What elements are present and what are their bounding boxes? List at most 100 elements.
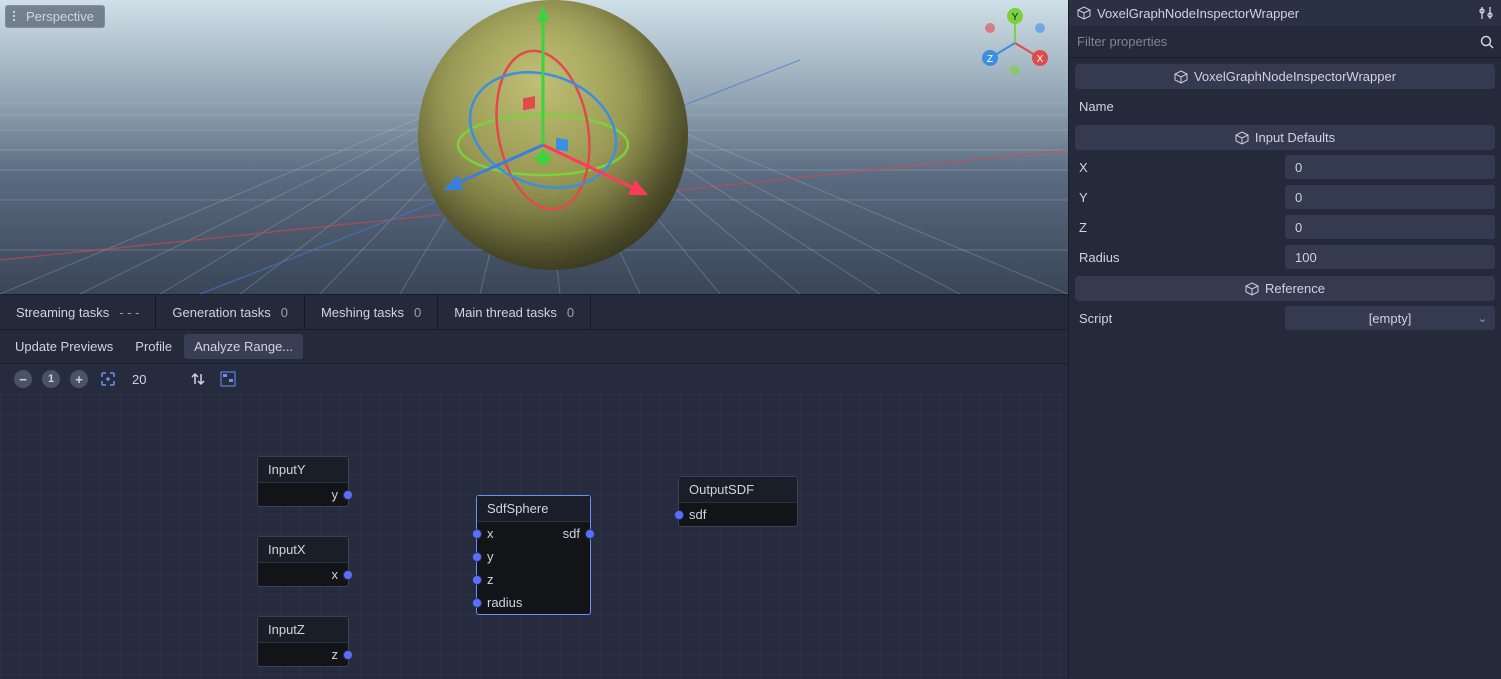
profile-button[interactable]: Profile (125, 334, 182, 359)
prop-script: Script [empty] ⌄ (1075, 305, 1495, 331)
inspector-panel: VoxelGraphNodeInspectorWrapper VoxelGrap… (1068, 0, 1501, 679)
port-label: x (332, 567, 339, 582)
node-input-row: radius (477, 591, 590, 614)
search-icon[interactable] (1479, 34, 1495, 50)
update-previews-button[interactable]: Update Previews (5, 334, 123, 359)
status-value: 0 (567, 305, 574, 320)
status-main-thread: Main thread tasks 0 (438, 295, 591, 329)
prop-radius: Radius 100 (1075, 244, 1495, 270)
script-dropdown[interactable]: [empty] ⌄ (1285, 306, 1495, 330)
zoom-in-icon[interactable]: + (70, 370, 88, 388)
prop-label: Script (1075, 311, 1285, 326)
port-label: radius (487, 595, 522, 610)
minimap-icon[interactable] (218, 369, 238, 389)
status-value: 0 (281, 305, 288, 320)
port-label: sdf (689, 507, 706, 522)
sort-icon[interactable] (188, 369, 208, 389)
object-icon (1235, 131, 1249, 145)
viewport-sphere (418, 0, 688, 270)
prop-value[interactable]: 0 (1285, 185, 1495, 209)
node-input-z[interactable]: InputZ z (257, 616, 349, 667)
status-value: 0 (414, 305, 421, 320)
object-icon (1245, 282, 1259, 296)
output-port[interactable] (343, 570, 353, 580)
graph-canvas[interactable]: InputY y InputX x InputZ z SdfSphere (0, 394, 1068, 679)
inspector-header: VoxelGraphNodeInspectorWrapper (1069, 0, 1501, 26)
node-input-row: z (477, 568, 590, 591)
prop-label: Name (1075, 99, 1285, 114)
node-title: InputZ (258, 617, 348, 643)
status-label: Meshing tasks (321, 305, 404, 320)
prop-value[interactable]: 100 (1285, 245, 1495, 269)
prop-name: Name (1075, 93, 1495, 119)
node-title: InputX (258, 537, 348, 563)
input-port[interactable] (472, 552, 482, 562)
node-title: SdfSphere (477, 496, 590, 522)
zoom-value: 20 (128, 372, 150, 387)
node-output-row: y (258, 483, 348, 506)
prop-y: Y 0 (1075, 184, 1495, 210)
class-name: VoxelGraphNodeInspectorWrapper (1194, 69, 1396, 84)
chevron-down-icon: ⌄ (1478, 312, 1487, 325)
port-label: y (332, 487, 339, 502)
node-output-sdf[interactable]: OutputSDF sdf (678, 476, 798, 527)
port-label: sdf (563, 526, 580, 541)
prop-label: Y (1075, 190, 1285, 205)
section-input-defaults[interactable]: Input Defaults (1075, 125, 1495, 150)
output-port[interactable] (343, 490, 353, 500)
graph-wires (0, 394, 300, 544)
view-mode-button[interactable]: Perspective (5, 5, 105, 28)
node-io-row: x sdf (477, 522, 590, 545)
viewport-3d[interactable]: Perspective X Y Z (0, 0, 1068, 294)
prop-label: Radius (1075, 250, 1285, 265)
input-port[interactable] (472, 598, 482, 608)
section-reference[interactable]: Reference (1075, 276, 1495, 301)
filter-row (1069, 26, 1501, 58)
status-label: Generation tasks (172, 305, 270, 320)
node-input-x[interactable]: InputX x (257, 536, 349, 587)
snap-icon[interactable] (98, 369, 118, 389)
inspector-title: VoxelGraphNodeInspectorWrapper (1097, 6, 1299, 21)
status-meshing: Meshing tasks 0 (305, 295, 438, 329)
prop-value[interactable]: 0 (1285, 155, 1495, 179)
port-label: x (487, 526, 494, 541)
status-generation: Generation tasks 0 (156, 295, 305, 329)
node-sdf-sphere[interactable]: SdfSphere x sdf y z radius (476, 495, 591, 615)
input-port[interactable] (472, 529, 482, 539)
node-output-row: z (258, 643, 348, 666)
script-value: [empty] (1369, 311, 1412, 326)
node-output-row: x (258, 563, 348, 586)
class-pill[interactable]: VoxelGraphNodeInspectorWrapper (1075, 64, 1495, 89)
status-label: Main thread tasks (454, 305, 557, 320)
status-value: - - - (119, 305, 139, 320)
zoom-out-icon[interactable]: − (14, 370, 32, 388)
orientation-gizmo[interactable]: X Y Z (980, 8, 1050, 78)
output-port[interactable] (343, 650, 353, 660)
analyze-range-button[interactable]: Analyze Range... (184, 334, 303, 359)
object-icon (1077, 6, 1091, 20)
status-bar: Streaming tasks - - - Generation tasks 0… (0, 294, 1068, 330)
prop-value[interactable]: 0 (1285, 215, 1495, 239)
section-label: Input Defaults (1255, 130, 1335, 145)
input-port[interactable] (472, 575, 482, 585)
prop-z: Z 0 (1075, 214, 1495, 240)
filter-input[interactable] (1075, 30, 1479, 53)
node-title: OutputSDF (679, 477, 797, 503)
graph-icon-bar: − 1 + 20 (0, 364, 1068, 394)
zoom-reset-icon[interactable]: 1 (42, 370, 60, 388)
node-input-row: sdf (679, 503, 797, 526)
settings-icon[interactable] (1479, 6, 1493, 20)
view-mode-label: Perspective (26, 9, 94, 24)
svg-text:X: X (1037, 54, 1044, 65)
svg-text:Z: Z (987, 54, 993, 65)
prop-label: X (1075, 160, 1285, 175)
node-title: InputY (258, 457, 348, 483)
status-streaming: Streaming tasks - - - (0, 295, 156, 329)
prop-x: X 0 (1075, 154, 1495, 180)
prop-label: Z (1075, 220, 1285, 235)
node-input-y[interactable]: InputY y (257, 456, 349, 507)
graph-toolbar: Update Previews Profile Analyze Range... (0, 330, 1068, 364)
output-port[interactable] (585, 529, 595, 539)
node-input-row: y (477, 545, 590, 568)
input-port[interactable] (674, 510, 684, 520)
